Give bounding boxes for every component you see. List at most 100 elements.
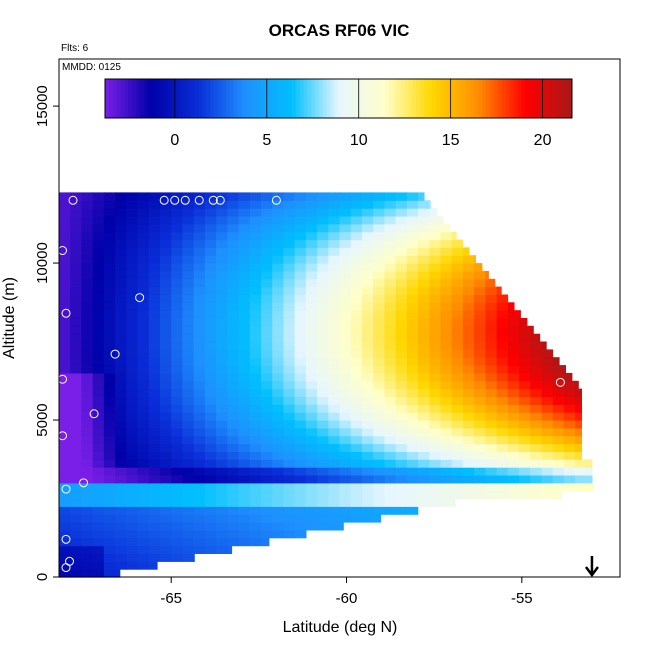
heatmap-cell: [519, 349, 531, 358]
heatmap-cell: [193, 435, 206, 445]
heatmap-cell: [350, 482, 363, 492]
heatmap-cell: [317, 223, 329, 233]
colorbar-segment: [525, 79, 530, 118]
heatmap-cell: [126, 325, 139, 335]
heatmap-cell: [305, 200, 318, 209]
heatmap-cell: [148, 529, 161, 539]
heatmap-cell: [429, 255, 442, 264]
heatmap-cell: [373, 278, 385, 288]
heatmap-cell: [361, 412, 374, 421]
heatmap-cell: [204, 404, 217, 413]
heatmap-cell: [440, 294, 453, 303]
heatmap-cell: [283, 365, 296, 374]
heatmap-cell: [395, 294, 408, 303]
heatmap-cell: [70, 435, 82, 445]
heatmap-cell: [238, 216, 251, 225]
heatmap-cell: [541, 396, 554, 405]
heatmap-cell: [541, 475, 554, 484]
heatmap-cell: [339, 231, 352, 241]
heatmap-cell: [261, 263, 273, 272]
heatmap-cell: [182, 459, 195, 468]
heatmap-cell: [238, 451, 251, 460]
heatmap-cell: [294, 420, 307, 429]
heatmap-cell: [451, 443, 464, 452]
heatmap-cell: [70, 529, 82, 539]
heatmap-cell: [462, 270, 475, 280]
heatmap-cell: [474, 365, 486, 374]
heatmap-cell: [451, 396, 464, 405]
heatmap-cell: [204, 459, 217, 468]
sample-marker: [61, 534, 71, 544]
heatmap-cell: [227, 365, 240, 374]
heatmap-cell: [496, 427, 509, 437]
heatmap-cell: [272, 490, 284, 500]
heatmap-cell: [507, 490, 520, 500]
heatmap-cell: [339, 239, 352, 248]
heatmap-cell: [361, 223, 374, 233]
heatmap-cell: [261, 278, 273, 288]
heatmap-cell: [294, 247, 307, 256]
heatmap-cell: [451, 325, 464, 335]
heatmap-cell: [171, 396, 183, 405]
colorbar-segment: [276, 79, 281, 118]
colorbar-segment: [392, 79, 398, 118]
heatmap-cell: [115, 435, 127, 445]
heatmap-cell: [115, 475, 127, 484]
heatmap-cell: [384, 396, 397, 405]
heatmap-cell: [238, 365, 251, 374]
heatmap-cell: [137, 278, 150, 288]
colorbar-segment: [404, 79, 410, 118]
heatmap-cell: [339, 341, 352, 350]
heatmap-cell: [474, 388, 486, 397]
heatmap-cell: [115, 427, 127, 437]
heatmap-cell: [81, 372, 94, 382]
heatmap-cell: [552, 482, 565, 492]
heatmap-cell: [395, 388, 408, 397]
heatmap-cell: [261, 404, 273, 413]
heatmap-cell: [406, 396, 419, 405]
colorbar-segment: [408, 79, 413, 118]
heatmap-cell: [294, 482, 307, 492]
heatmap-cell: [530, 467, 542, 476]
heatmap-cell: [350, 208, 363, 217]
heatmap-cell: [395, 357, 408, 366]
heatmap-cell: [406, 380, 419, 390]
heatmap-cell: [103, 396, 116, 405]
colorbar-segment: [245, 79, 250, 118]
heatmap-cell: [171, 216, 183, 225]
heatmap-cell: [272, 420, 284, 429]
heatmap-cell: [103, 365, 116, 374]
heatmap-cell: [418, 365, 430, 374]
heatmap-cell: [59, 302, 71, 311]
heatmap-cell: [216, 365, 228, 374]
heatmap-cell: [328, 380, 341, 390]
heatmap-cell: [103, 239, 116, 248]
heatmap-cell: [384, 349, 397, 358]
colorbar-segment: [319, 79, 324, 118]
heatmap-cell: [429, 396, 442, 405]
heatmap-cell: [328, 341, 341, 350]
heatmap-cell: [160, 239, 172, 248]
heatmap-cell: [406, 443, 419, 452]
heatmap-cell: [462, 467, 475, 476]
heatmap-cell: [429, 475, 442, 484]
heatmap-cell: [171, 208, 183, 217]
heatmap-cell: [182, 247, 195, 256]
heatmap-cell: [137, 208, 150, 217]
heatmap-cell: [70, 263, 82, 272]
heatmap-cell: [283, 482, 296, 492]
heatmap-cell: [249, 263, 262, 272]
heatmap-cell: [406, 427, 419, 437]
heatmap-cell: [552, 427, 565, 437]
heatmap-cell: [418, 239, 430, 248]
heatmap-cell: [92, 522, 105, 531]
heatmap-cell: [227, 325, 240, 335]
heatmap-cell: [70, 537, 82, 547]
heatmap-cell: [126, 216, 139, 225]
heatmap-cell: [474, 349, 486, 358]
heatmap-cell: [193, 231, 206, 241]
plot-frame: [58, 58, 621, 578]
heatmap-cell: [126, 239, 139, 248]
heatmap-cell: [148, 490, 161, 500]
colorbar-segment: [381, 79, 386, 118]
